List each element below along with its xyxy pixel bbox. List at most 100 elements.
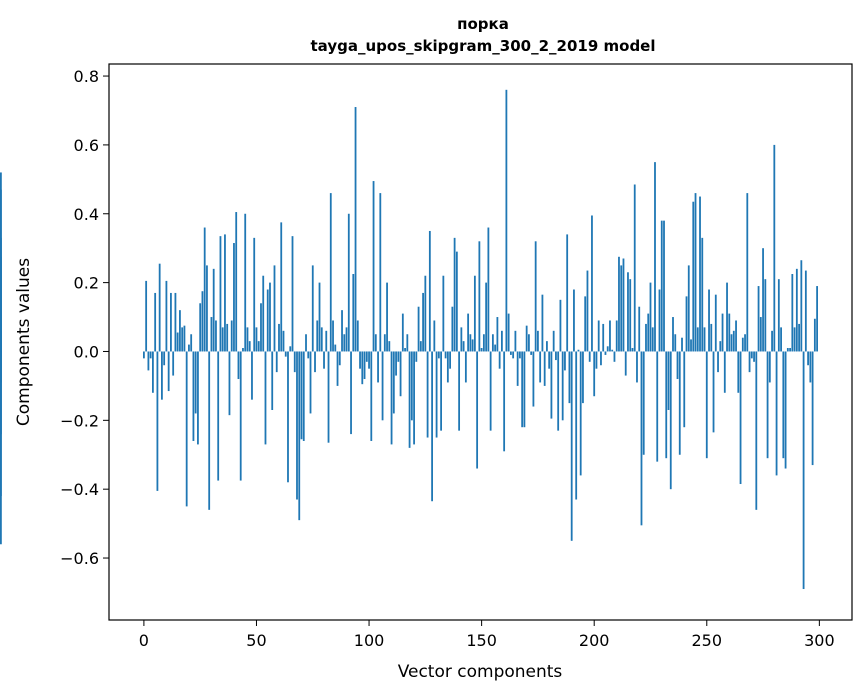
plot-frame (108, 63, 853, 621)
bar (780, 327, 782, 352)
bar (708, 289, 710, 352)
bar (539, 351, 542, 383)
bar (726, 282, 728, 352)
bar (557, 351, 560, 431)
bar (336, 351, 339, 386)
bar (660, 220, 663, 352)
bar (564, 351, 566, 371)
bar (786, 348, 789, 352)
bar (392, 351, 395, 414)
bar (703, 327, 706, 352)
bar (717, 351, 719, 373)
bar (741, 337, 744, 352)
bar (442, 275, 445, 352)
bar (550, 351, 553, 419)
bar (370, 351, 373, 441)
bar (210, 317, 213, 352)
bar (667, 351, 670, 410)
bar (453, 237, 456, 352)
bar (372, 181, 375, 352)
bar (300, 351, 303, 440)
bar (440, 351, 442, 431)
bar (811, 351, 814, 466)
bar (494, 344, 497, 352)
bar (541, 294, 544, 352)
x-tick-label: 100 (354, 631, 385, 650)
bar (586, 270, 589, 352)
bar (795, 268, 798, 352)
bar (597, 320, 600, 352)
bar (422, 292, 424, 352)
bar (147, 351, 150, 371)
bar (651, 327, 654, 352)
bar (0, 189, 2, 352)
bar (190, 334, 193, 352)
bar (579, 351, 582, 476)
bar (293, 351, 296, 373)
bar (755, 351, 758, 510)
bar (525, 325, 528, 352)
bar (338, 351, 341, 366)
bar (777, 279, 780, 352)
bar (298, 351, 301, 521)
bar (314, 351, 316, 373)
bar (345, 327, 348, 352)
bar (0, 351, 2, 435)
bar (269, 282, 271, 352)
bar (377, 351, 379, 383)
bar (179, 310, 181, 352)
bar (255, 327, 258, 352)
bar (163, 351, 166, 366)
bar (176, 332, 179, 352)
bar (620, 265, 623, 352)
bar (235, 212, 238, 352)
bar (505, 89, 508, 352)
bar (665, 351, 668, 459)
bar (347, 213, 350, 352)
bar (530, 351, 533, 355)
bar (149, 351, 152, 359)
bar (658, 289, 661, 352)
bar (669, 351, 672, 490)
bar (458, 351, 461, 431)
bar (192, 351, 195, 441)
bar (561, 351, 564, 421)
bar (161, 351, 163, 400)
bar (656, 351, 659, 462)
bar (334, 344, 337, 352)
bar (730, 334, 733, 352)
bar (591, 215, 593, 352)
bar (633, 184, 636, 352)
bar (203, 227, 206, 352)
bar (640, 351, 643, 526)
bar (419, 341, 422, 352)
bar (615, 320, 618, 352)
bar (683, 351, 686, 428)
bar (462, 341, 465, 352)
bar (631, 348, 634, 352)
bar (226, 323, 229, 352)
bar (753, 351, 755, 362)
bar (469, 334, 472, 352)
bar (566, 234, 569, 352)
bar (278, 323, 280, 352)
bar (395, 351, 397, 376)
bar (676, 351, 679, 380)
bar (692, 201, 695, 352)
bar (573, 289, 575, 352)
bar (156, 351, 159, 491)
bar (622, 258, 625, 352)
bar (413, 351, 415, 445)
bar (516, 351, 519, 386)
bar (489, 351, 492, 431)
bar (266, 289, 269, 352)
bar (275, 351, 278, 373)
bar (582, 351, 584, 404)
bar (748, 351, 751, 373)
bar (305, 334, 307, 352)
bar (390, 351, 393, 445)
bar (158, 263, 161, 352)
bar (509, 351, 512, 355)
bar (260, 303, 262, 352)
y-tick-label: 0.6 (74, 136, 99, 155)
